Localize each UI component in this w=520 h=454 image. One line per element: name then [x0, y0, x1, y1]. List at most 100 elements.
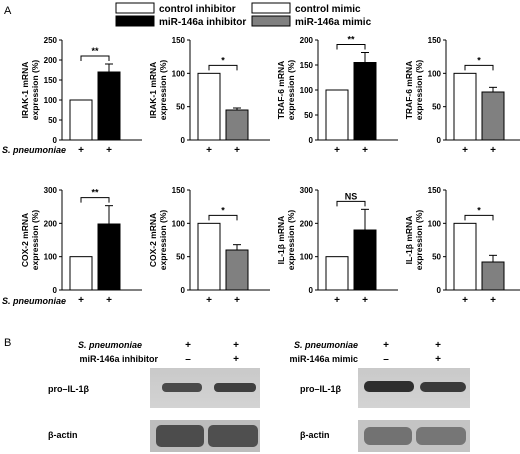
y-tick-label: 0: [309, 286, 314, 295]
blot-lane-mark: +: [233, 340, 239, 351]
y-tick-label: 0: [181, 286, 186, 295]
y-axis-label: expression (%): [414, 210, 424, 271]
bar-chart: 0 50 100 150 IRAK-1 mRNA expression (%) + + *: [148, 36, 270, 156]
y-tick-label: 100: [300, 86, 314, 95]
bar: [225, 109, 249, 141]
y-tick-label: 100: [300, 253, 314, 262]
significance-label: **: [91, 46, 99, 56]
y-tick-label: 50: [48, 116, 57, 125]
bar-charts: 0 50 100 150 200 250 IRAK-1 mRNA expression (%)…: [20, 35, 520, 306]
x-tick-label: +: [78, 295, 84, 306]
y-tick-label: 100: [428, 69, 442, 78]
x-tick-label: +: [206, 145, 212, 156]
blot-band: [364, 427, 412, 445]
legend: control inhibitor control mimic miR-146a…: [115, 2, 372, 28]
significance-bracket: [80, 55, 110, 61]
bar: [97, 71, 121, 141]
y-tick-label: 100: [44, 253, 58, 262]
y-tick-label: 100: [44, 96, 58, 105]
y-axis-label: expression (%): [286, 210, 296, 271]
blot-band: [214, 383, 256, 392]
x-tick-label: +: [106, 295, 112, 306]
significance-label: NS: [345, 191, 358, 201]
blot-lane-mark: –: [383, 354, 389, 365]
significance-bracket: [208, 64, 238, 71]
bar: [453, 72, 477, 141]
y-tick-label: 100: [172, 219, 186, 228]
significance-label: *: [221, 205, 225, 215]
blot-lane-mark: –: [185, 354, 191, 365]
x-tick-label: +: [490, 295, 496, 306]
bar: [197, 72, 221, 141]
y-tick-label: 200: [44, 56, 58, 65]
bar: [225, 249, 249, 291]
y-tick-label: 0: [309, 136, 314, 145]
legend-label-control-inhibitor: control inhibitor: [159, 4, 236, 15]
significance-label: **: [347, 35, 355, 45]
panel-b-label: B: [4, 337, 11, 349]
blot-condition-label: S. pneumoniae: [78, 340, 142, 350]
blot-band: [208, 425, 258, 447]
y-tick-label: 150: [172, 36, 186, 45]
y-tick-label: 100: [428, 219, 442, 228]
x-tick-label: +: [106, 145, 112, 156]
significance-label: *: [477, 55, 481, 65]
y-axis-label: TRAF-6 mRNA: [404, 61, 414, 120]
bar: [325, 89, 349, 141]
significance-bracket: [464, 64, 494, 71]
y-tick-label: 150: [172, 186, 186, 195]
y-tick-label: 300: [44, 186, 58, 195]
blot-condition-label: miR-146a mimic: [289, 354, 358, 364]
y-axis-label: IL-1β mRNA: [276, 216, 286, 265]
x-tick-label: +: [78, 145, 84, 156]
y-axis-label: expression (%): [286, 60, 296, 121]
legend-swatch-control-mimic: [251, 2, 291, 14]
bar-chart: 0 50 100 150 200 TRAF-6 mRNA expression (%) + + *…: [276, 35, 398, 156]
blot-lane-mark: +: [383, 340, 389, 351]
y-tick-label: 100: [172, 69, 186, 78]
x-row-label-top: S. pneumoniae: [2, 145, 66, 155]
y-tick-label: 150: [428, 36, 442, 45]
legend-label-mir146a-mimic: miR-146a mimic: [295, 17, 372, 28]
x-tick-label: +: [334, 145, 340, 156]
significance-bracket: [336, 200, 366, 207]
x-tick-label: +: [206, 295, 212, 306]
blot-condition-label: miR-146a inhibitor: [79, 354, 158, 364]
x-tick-label: +: [362, 145, 368, 156]
bar-chart: 0 50 100 150 COX-2 mRNA expression (%) + + *: [148, 186, 270, 306]
blot-band-label: pro–IL-1β: [48, 384, 90, 394]
y-axis-label: expression (%): [414, 60, 424, 121]
blot-band-label: pro–IL-1β: [300, 384, 342, 394]
y-tick-label: 50: [176, 103, 185, 112]
blot-band: [156, 425, 204, 447]
blot-band: [364, 381, 414, 392]
significance-bracket: [336, 44, 366, 50]
legend-swatch-mir146a-mimic: [251, 15, 291, 27]
blot-band: [420, 382, 466, 392]
x-tick-label: +: [490, 145, 496, 156]
y-tick-label: 200: [300, 219, 314, 228]
bar: [353, 229, 377, 291]
y-tick-label: 0: [437, 286, 442, 295]
significance-label: **: [91, 188, 99, 198]
bar: [197, 222, 221, 291]
y-tick-label: 250: [44, 36, 58, 45]
significance-bracket: [208, 214, 238, 221]
y-axis-label: TRAF-6 mRNA: [276, 61, 286, 120]
blot-panel-inhibitor: S. pneumoniae miR-146a inhibitor + + – +…: [48, 340, 260, 452]
bar: [353, 62, 377, 141]
y-tick-label: 150: [428, 186, 442, 195]
y-axis-label: IRAK-1 mRNA: [148, 62, 158, 119]
y-tick-label: 0: [437, 136, 442, 145]
x-tick-label: +: [334, 295, 340, 306]
blot-band-label: β-actin: [48, 430, 78, 440]
y-tick-label: 200: [44, 219, 58, 228]
y-tick-label: 0: [181, 136, 186, 145]
bar: [69, 256, 93, 291]
bar-chart: 0 100 200 300 IL-1β mRNA expression (%) + + NS: [276, 186, 398, 306]
legend-swatch-control-inhibitor: [115, 2, 155, 14]
y-tick-label: 300: [300, 186, 314, 195]
y-tick-label: 0: [53, 136, 58, 145]
blot-lane-mark: +: [233, 354, 239, 365]
